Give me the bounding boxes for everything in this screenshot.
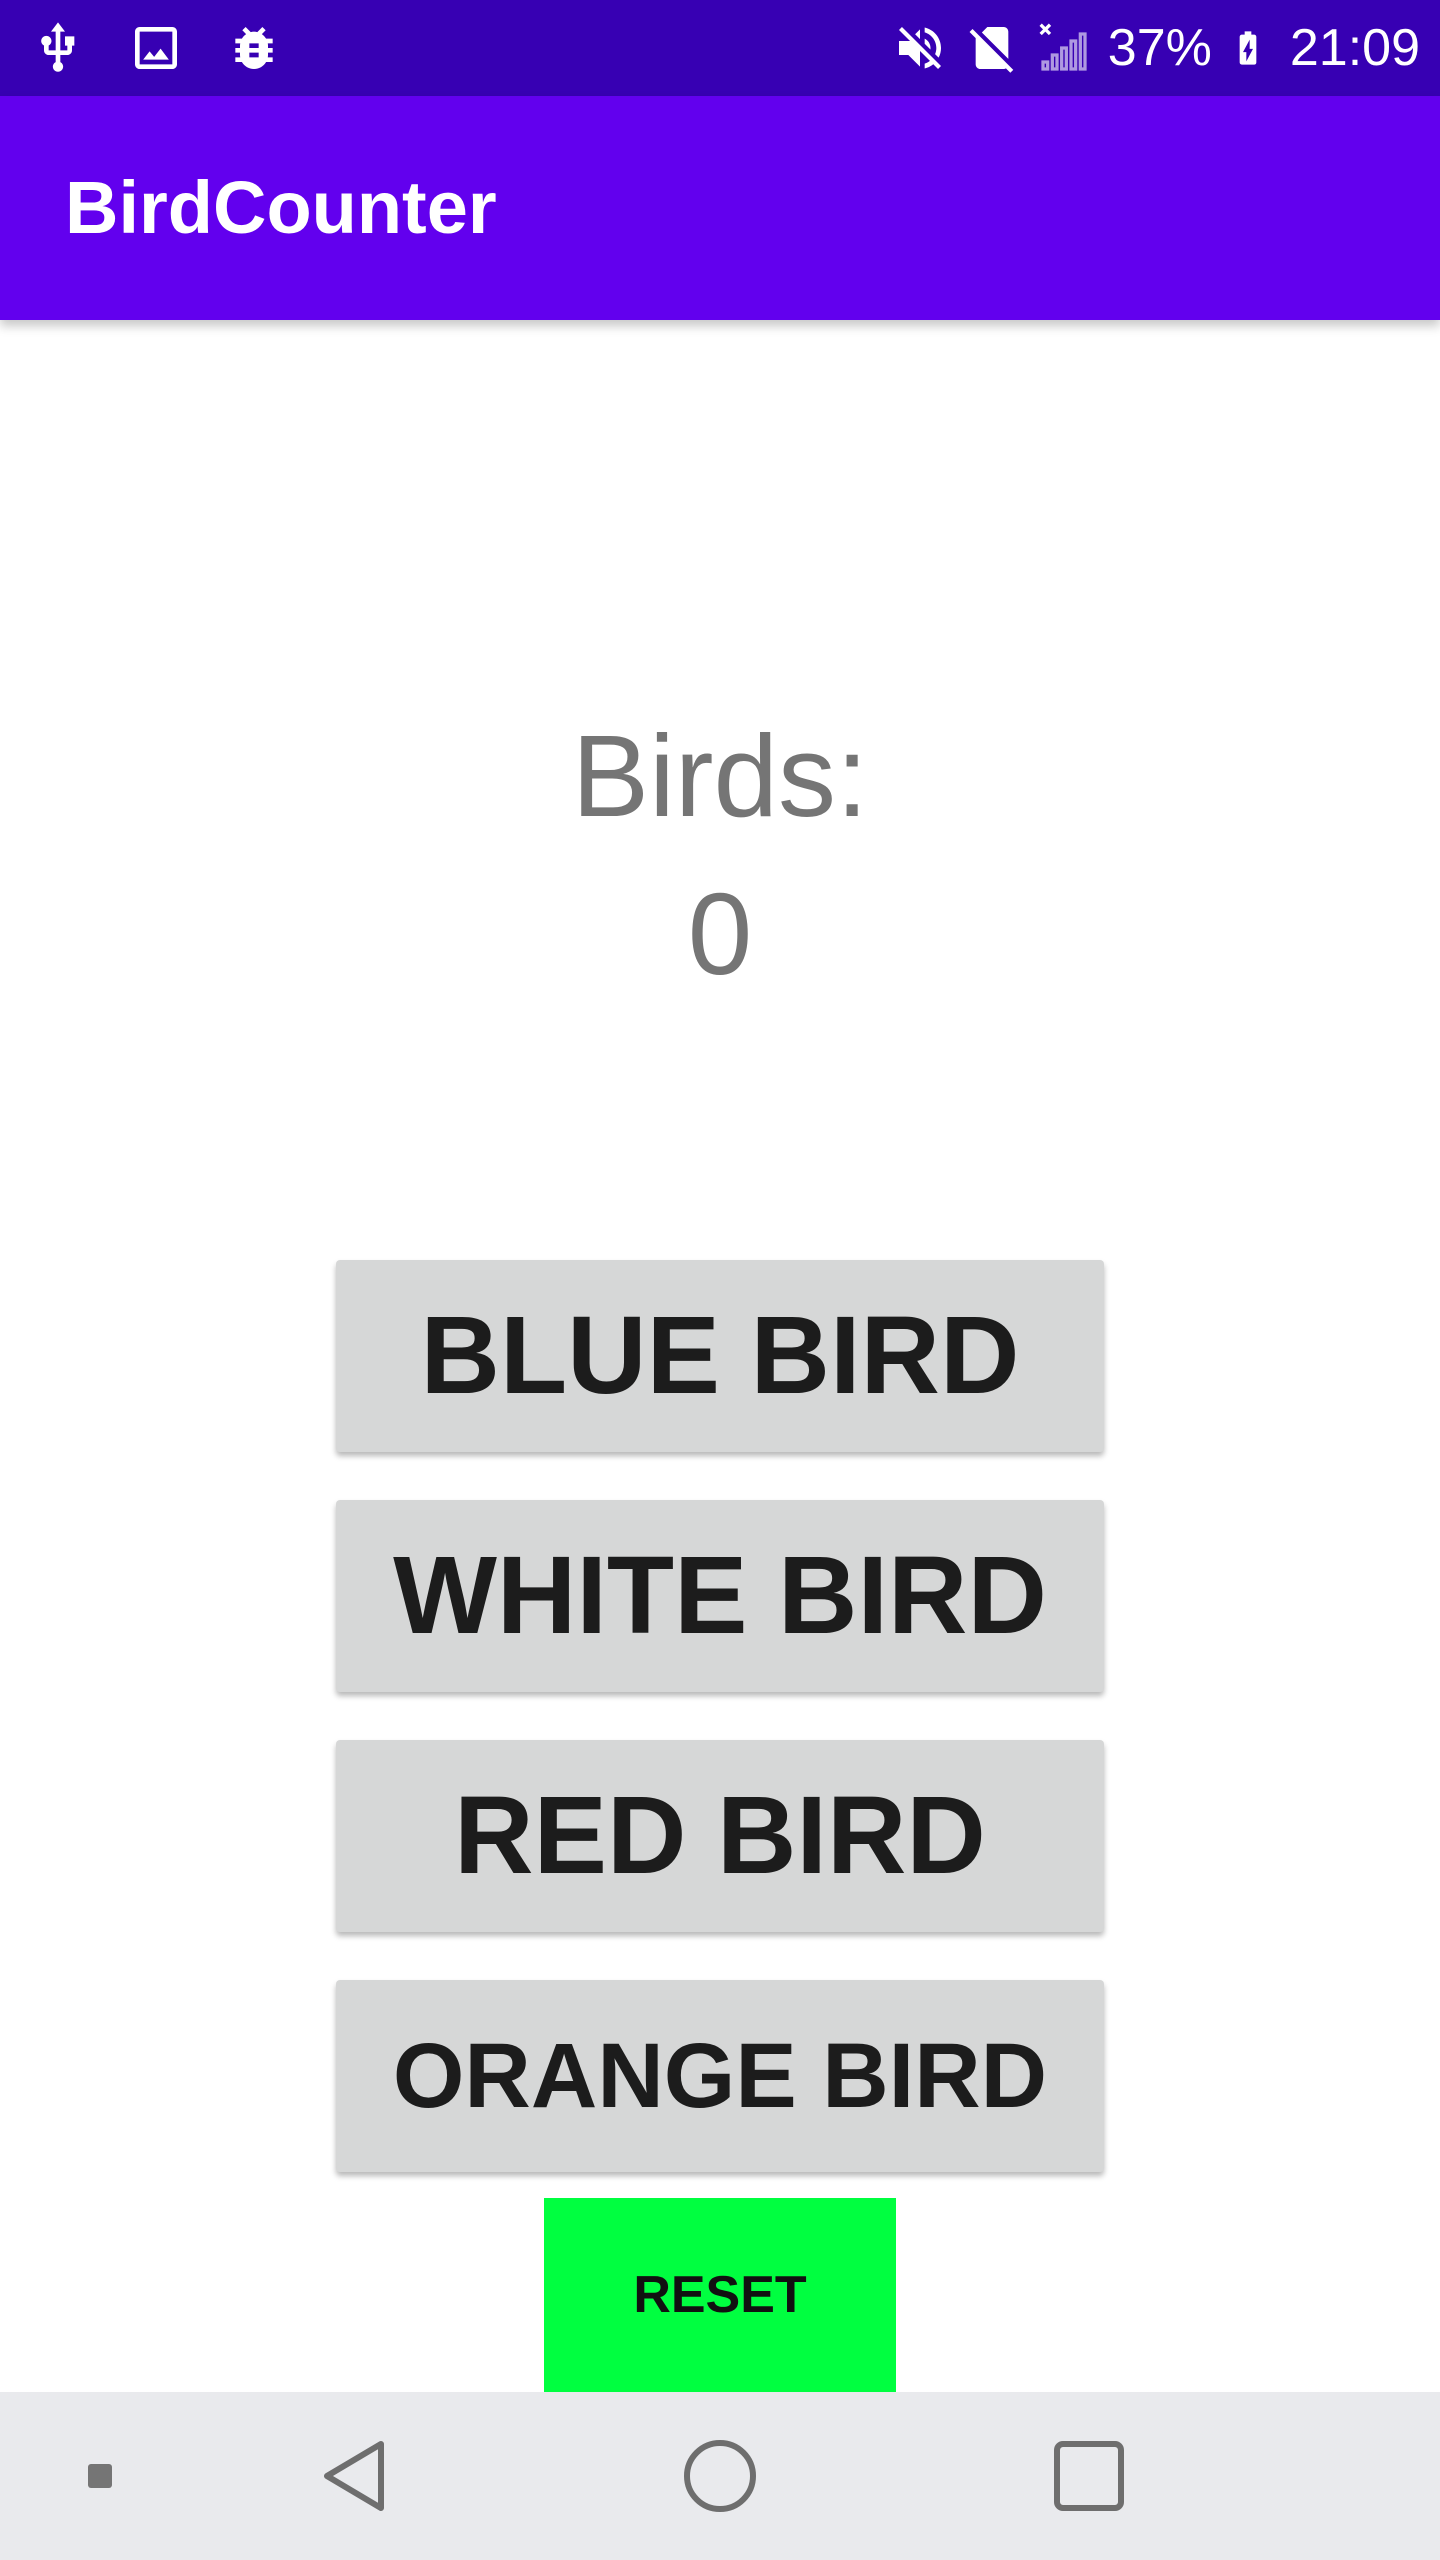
home-icon [684,2440,756,2512]
status-bar: 37% 21:09 [0,0,1440,96]
birds-counter-label: Birds: [571,711,869,841]
clock: 21:09 [1289,19,1420,77]
reset-button[interactable]: RESET [544,2198,896,2392]
battery-charging-icon [1239,31,1257,65]
back-icon [324,2441,384,2511]
image-icon [135,27,177,69]
nav-dot-button[interactable] [60,2392,140,2560]
status-bar-left [30,0,282,96]
home-button[interactable] [665,2392,775,2560]
app-bar: BirdCounter [0,96,1440,320]
recents-icon [1054,2441,1124,2511]
blue-bird-button[interactable]: BLUE BIRD [336,1260,1104,1452]
red-bird-button[interactable]: RED BIRD [336,1740,1104,1932]
main-content: Birds: 0 BLUE BIRD WHITE BIRD RED BIRD O… [0,320,1440,2392]
mute-icon [898,27,941,69]
orange-bird-button[interactable]: ORANGE BIRD [336,1980,1104,2172]
recents-button[interactable] [1034,2392,1144,2560]
birds-counter-value: 0 [687,869,753,999]
no-sim-icon [969,27,1014,73]
app-title: BirdCounter [65,166,497,249]
status-bar-right: 37% 21:09 [892,0,1420,96]
battery-percent: 37% [1107,19,1212,77]
usb-icon [41,22,75,72]
signal-icon [1039,23,1087,71]
back-button[interactable] [300,2392,410,2560]
nav-dot-icon [88,2464,112,2488]
android-debug-icon [235,27,273,69]
navigation-bar [0,2392,1440,2560]
white-bird-button[interactable]: WHITE BIRD [336,1500,1104,1692]
